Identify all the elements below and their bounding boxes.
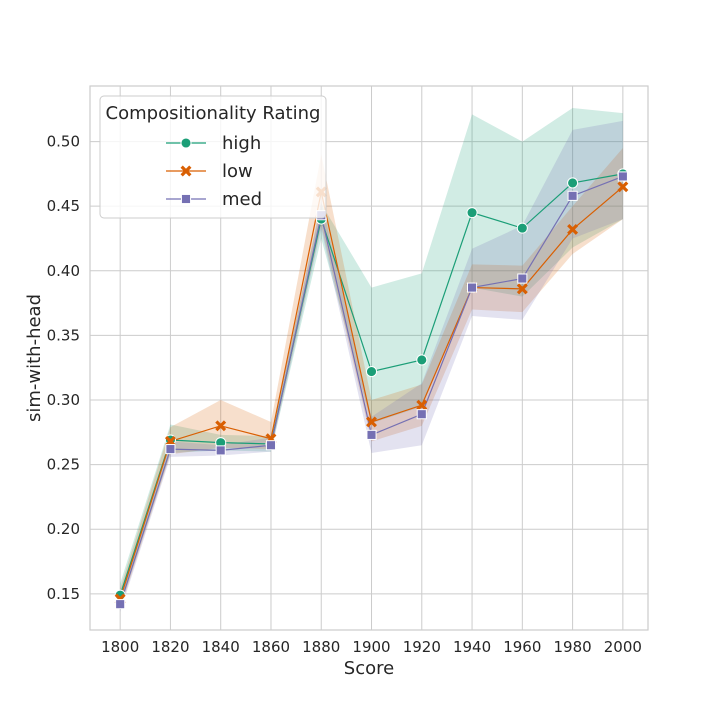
legend-label-low: low bbox=[222, 161, 253, 182]
y-tick-label: 0.45 bbox=[47, 197, 80, 215]
y-tick-label: 0.25 bbox=[47, 456, 80, 474]
marker-x bbox=[366, 416, 377, 428]
band-med bbox=[120, 120, 623, 612]
y-tick-label: 0.15 bbox=[47, 585, 80, 603]
marker-circle bbox=[416, 354, 428, 366]
x-tick-label: 1800 bbox=[101, 638, 139, 656]
confidence-bands bbox=[120, 107, 623, 612]
marker-square bbox=[416, 409, 427, 420]
legend-entry-high: high bbox=[166, 133, 261, 154]
marker-x bbox=[416, 399, 428, 411]
x-tick-label: 1920 bbox=[403, 638, 441, 656]
y-tick-label: 0.20 bbox=[47, 520, 80, 538]
marker-circle bbox=[466, 207, 478, 219]
plot-frame bbox=[89, 85, 649, 631]
x-tick-label: 1860 bbox=[252, 638, 290, 656]
marker-x bbox=[180, 165, 192, 177]
legend-box bbox=[99, 95, 327, 219]
marker-square bbox=[115, 599, 126, 610]
marker-circle bbox=[516, 222, 528, 234]
marker-square bbox=[180, 193, 192, 205]
tick-labels: 1800 1820 1840 1860 1880 1900 1920 1940 1960 1980… bbox=[47, 133, 642, 656]
x-tick-label: 1840 bbox=[202, 638, 240, 656]
x-tick-label: 1880 bbox=[302, 638, 340, 656]
marker-square bbox=[467, 282, 478, 293]
legend-entry-med: med bbox=[166, 189, 262, 210]
legend-title: Compositionality Rating bbox=[106, 103, 321, 124]
x-tick-label: 1900 bbox=[352, 638, 390, 656]
legend-label-med: med bbox=[222, 189, 262, 210]
legend-label-high: high bbox=[222, 133, 261, 154]
x-axis-label: Score bbox=[344, 658, 394, 679]
marker-square bbox=[165, 444, 176, 455]
marker-square bbox=[215, 445, 226, 456]
y-tick-label: 0.50 bbox=[47, 133, 80, 151]
x-tick-label: 1820 bbox=[151, 638, 189, 656]
marker-x bbox=[215, 420, 227, 432]
marker-x bbox=[567, 223, 579, 235]
marker-square bbox=[517, 273, 528, 284]
x-tick-label: 1940 bbox=[453, 638, 491, 656]
legend-entry-low: low bbox=[166, 161, 253, 182]
legend-entries: high low med bbox=[166, 133, 262, 210]
marker-square bbox=[366, 429, 377, 440]
x-tick-label: 2000 bbox=[604, 638, 642, 656]
marker-square bbox=[567, 190, 578, 201]
y-tick-label: 0.35 bbox=[47, 326, 80, 344]
marker-circle bbox=[180, 137, 192, 149]
marker-x bbox=[617, 181, 629, 193]
y-tick-label: 0.40 bbox=[47, 262, 80, 280]
legend: Compositionality Rating high low med bbox=[99, 95, 327, 219]
marker-x bbox=[516, 283, 528, 295]
y-tick-label: 0.30 bbox=[47, 391, 80, 409]
marker-circle bbox=[365, 366, 378, 378]
marker-square bbox=[265, 440, 277, 451]
x-tick-label: 1960 bbox=[503, 638, 541, 656]
x-tick-label: 1980 bbox=[554, 638, 592, 656]
y-axis-label: sim-with-head bbox=[24, 294, 45, 422]
marker-square bbox=[617, 171, 628, 182]
band-high bbox=[120, 107, 623, 607]
marker-circle bbox=[567, 177, 579, 189]
